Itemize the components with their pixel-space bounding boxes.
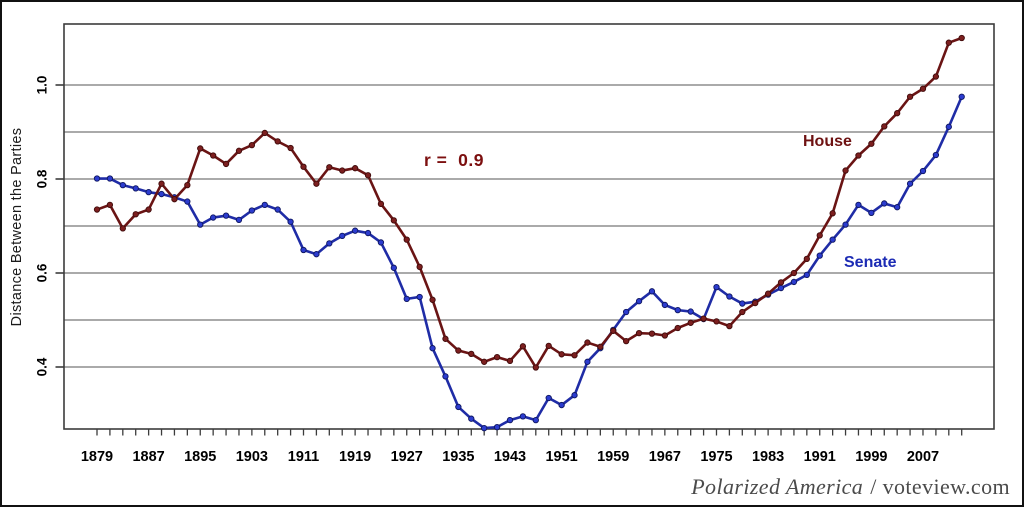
y-axis-title: Distance Between the Parties [9,127,25,327]
svg-text:1991: 1991 [804,449,836,465]
svg-text:1.0: 1.0 [35,76,50,95]
attribution-title: Polarized America [691,474,864,499]
svg-text:1903: 1903 [236,449,268,465]
senate-series-label: Senate [844,254,897,271]
svg-text:1967: 1967 [649,449,681,465]
svg-text:2007: 2007 [907,449,939,465]
attribution-site: / voteview.com [870,474,1010,499]
svg-text:1951: 1951 [545,449,577,465]
svg-text:1983: 1983 [752,449,784,465]
svg-text:1911: 1911 [288,449,319,465]
svg-text:1879: 1879 [81,449,113,465]
svg-text:1895: 1895 [184,449,216,465]
svg-text:1975: 1975 [700,449,732,465]
correlation-annotation: r = 0.9 [424,150,484,170]
svg-text:1959: 1959 [597,449,629,465]
attribution: Polarized America / voteview.com [691,474,1010,500]
svg-text:0.6: 0.6 [35,263,50,282]
svg-text:1935: 1935 [442,449,474,465]
svg-text:1943: 1943 [494,449,526,465]
svg-text:1887: 1887 [132,449,164,465]
svg-text:1927: 1927 [391,449,423,465]
svg-text:1999: 1999 [855,449,887,465]
svg-text:0.8: 0.8 [35,169,50,188]
svg-text:0.4: 0.4 [35,357,50,376]
svg-text:1919: 1919 [339,449,371,465]
house-series-label: House [803,133,852,150]
